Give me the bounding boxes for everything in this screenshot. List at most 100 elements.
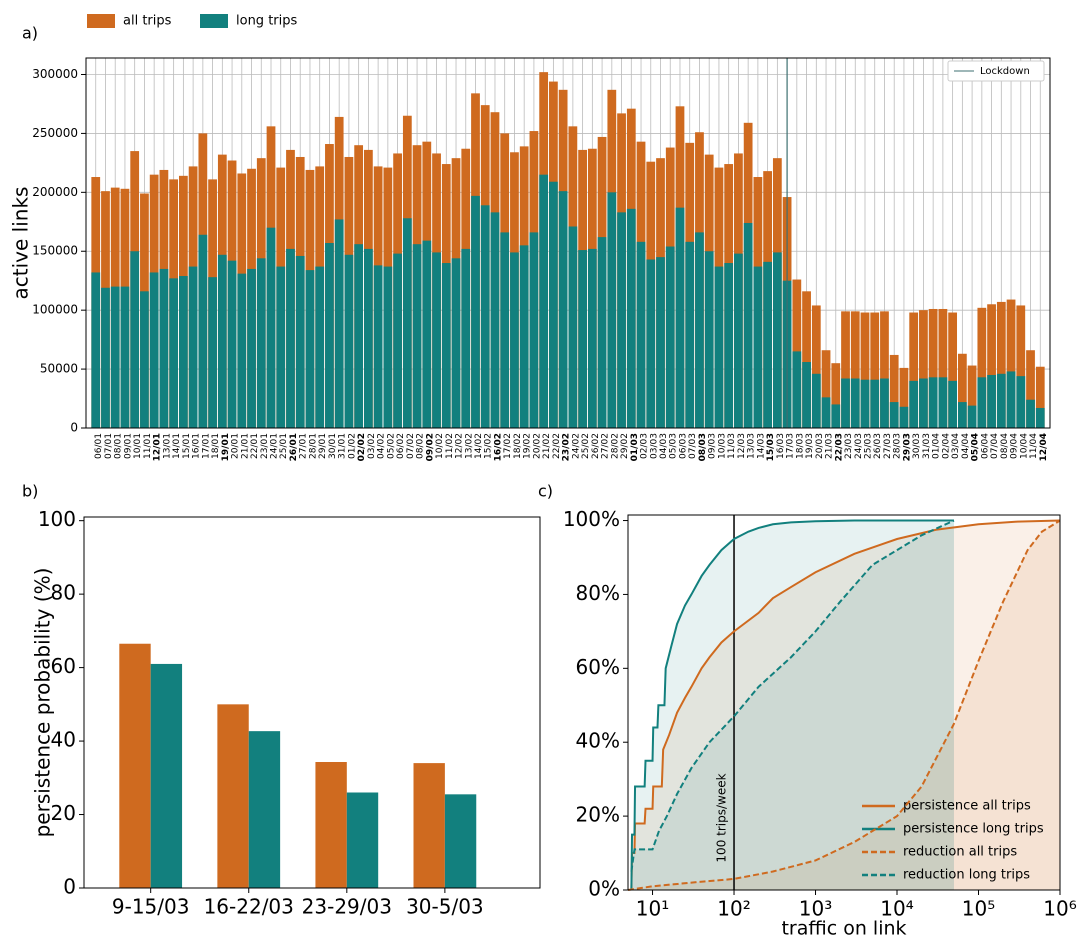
bar bbox=[1016, 376, 1026, 428]
x-tick-label: 12/04 bbox=[1039, 433, 1049, 461]
x-tick-label: 28/03 bbox=[893, 433, 903, 459]
x-tick-label: 31/01 bbox=[338, 433, 348, 459]
line bbox=[630, 519, 955, 872]
bar bbox=[899, 367, 909, 428]
y-tick-label: 0 bbox=[70, 421, 78, 435]
bar bbox=[1006, 371, 1016, 428]
bar bbox=[928, 377, 938, 428]
bar bbox=[412, 244, 422, 428]
x-tick-label: 05/03 bbox=[669, 433, 679, 459]
bar bbox=[247, 268, 256, 428]
x-tick-label: 09/01 bbox=[123, 433, 133, 459]
bar bbox=[587, 248, 597, 428]
bar bbox=[364, 248, 373, 428]
bar bbox=[899, 406, 909, 428]
bar bbox=[1006, 299, 1016, 428]
bar bbox=[802, 291, 811, 428]
x-tick-label: 01/02 bbox=[347, 433, 357, 459]
bar bbox=[656, 257, 665, 428]
x-tick-label: 02/02 bbox=[357, 433, 367, 461]
bar bbox=[957, 402, 967, 428]
bar bbox=[802, 362, 811, 428]
x-tick-label: 03/02 bbox=[367, 433, 377, 459]
bar bbox=[217, 704, 249, 888]
area-fill bbox=[631, 520, 1060, 890]
x-tick-label: 08/04 bbox=[1000, 433, 1010, 459]
x-tick-label: 04/02 bbox=[377, 433, 387, 459]
x-tick-label: 13/01 bbox=[162, 433, 172, 459]
x-tick-label: 03/03 bbox=[649, 433, 659, 459]
legend-label: persistence all trips bbox=[903, 799, 1031, 814]
x-tick-label: 16-22/03 bbox=[204, 895, 294, 919]
legend-label: reduction long trips bbox=[903, 868, 1030, 883]
bar bbox=[198, 234, 208, 428]
x-tick-label: 27/03 bbox=[883, 433, 893, 459]
x-tick-label: 18/03 bbox=[795, 433, 805, 459]
x-tick-label: 16/02 bbox=[493, 433, 503, 461]
bar bbox=[256, 258, 266, 428]
bar bbox=[344, 254, 354, 428]
x-tick-label: 15/03 bbox=[766, 433, 776, 461]
bar bbox=[383, 266, 393, 428]
x-tick-label: 23/02 bbox=[562, 433, 572, 461]
x-tick-label: 10⁵ bbox=[962, 897, 995, 921]
bar bbox=[346, 792, 379, 888]
legend-swatch bbox=[200, 14, 228, 28]
x-tick-label: 18/01 bbox=[211, 433, 221, 459]
x-tick-label: 30/01 bbox=[328, 433, 338, 459]
bar bbox=[444, 794, 477, 888]
x-axis-label: traffic on link bbox=[781, 918, 906, 937]
x-tick-label: 16/01 bbox=[192, 433, 202, 459]
bar bbox=[159, 268, 169, 428]
x-tick-label: 10⁴ bbox=[880, 897, 913, 921]
bar bbox=[373, 265, 383, 428]
bar bbox=[110, 286, 120, 428]
x-tick-label: 14/02 bbox=[474, 433, 484, 459]
panel-label: c) bbox=[538, 482, 553, 501]
bar bbox=[325, 243, 334, 428]
bar bbox=[1026, 350, 1035, 428]
bar bbox=[266, 227, 276, 428]
bar bbox=[850, 311, 860, 428]
bar bbox=[490, 212, 500, 428]
x-tick-label: 18/02 bbox=[513, 433, 523, 459]
x-tick-label: 26/01 bbox=[289, 433, 299, 461]
x-tick-label: 30/03 bbox=[912, 433, 922, 459]
bar bbox=[821, 350, 831, 428]
y-tick-label: 0% bbox=[588, 877, 620, 901]
x-tick-label: 17/02 bbox=[503, 433, 513, 459]
bar bbox=[402, 218, 412, 428]
legend-label: reduction all trips bbox=[903, 845, 1017, 860]
bar bbox=[227, 260, 237, 428]
x-tick-label: 20/03 bbox=[815, 433, 825, 459]
x-tick-label: 21/03 bbox=[825, 433, 835, 459]
y-tick-label: 20% bbox=[576, 803, 620, 827]
bar bbox=[860, 312, 870, 428]
bar bbox=[422, 240, 432, 428]
bar bbox=[1026, 399, 1035, 428]
bar bbox=[539, 174, 549, 428]
bar bbox=[217, 254, 227, 428]
bar bbox=[967, 405, 977, 428]
y-tick-label: 50000 bbox=[40, 362, 78, 376]
x-tick-label: 10² bbox=[717, 897, 750, 921]
legend-label: Lockdown bbox=[980, 66, 1030, 77]
bar bbox=[1016, 305, 1026, 428]
bar bbox=[734, 253, 743, 428]
x-tick-label: 07/03 bbox=[688, 433, 698, 459]
x-tick-label: 22/03 bbox=[834, 433, 844, 461]
x-tick-label: 29/02 bbox=[620, 433, 630, 459]
x-tick-label: 28/01 bbox=[308, 433, 318, 459]
x-tick-label: 09/03 bbox=[708, 433, 718, 459]
x-tick-label: 04/03 bbox=[659, 433, 669, 459]
bar bbox=[1035, 366, 1045, 428]
x-tick-label: 29/03 bbox=[902, 433, 912, 461]
area-fill bbox=[631, 520, 954, 890]
bar bbox=[471, 195, 480, 428]
bar bbox=[948, 380, 958, 428]
x-tick-label: 15/01 bbox=[182, 433, 192, 459]
bar bbox=[870, 312, 880, 428]
bar bbox=[763, 261, 772, 428]
bar bbox=[558, 191, 568, 428]
x-tick-label: 30-5/03 bbox=[406, 895, 484, 919]
